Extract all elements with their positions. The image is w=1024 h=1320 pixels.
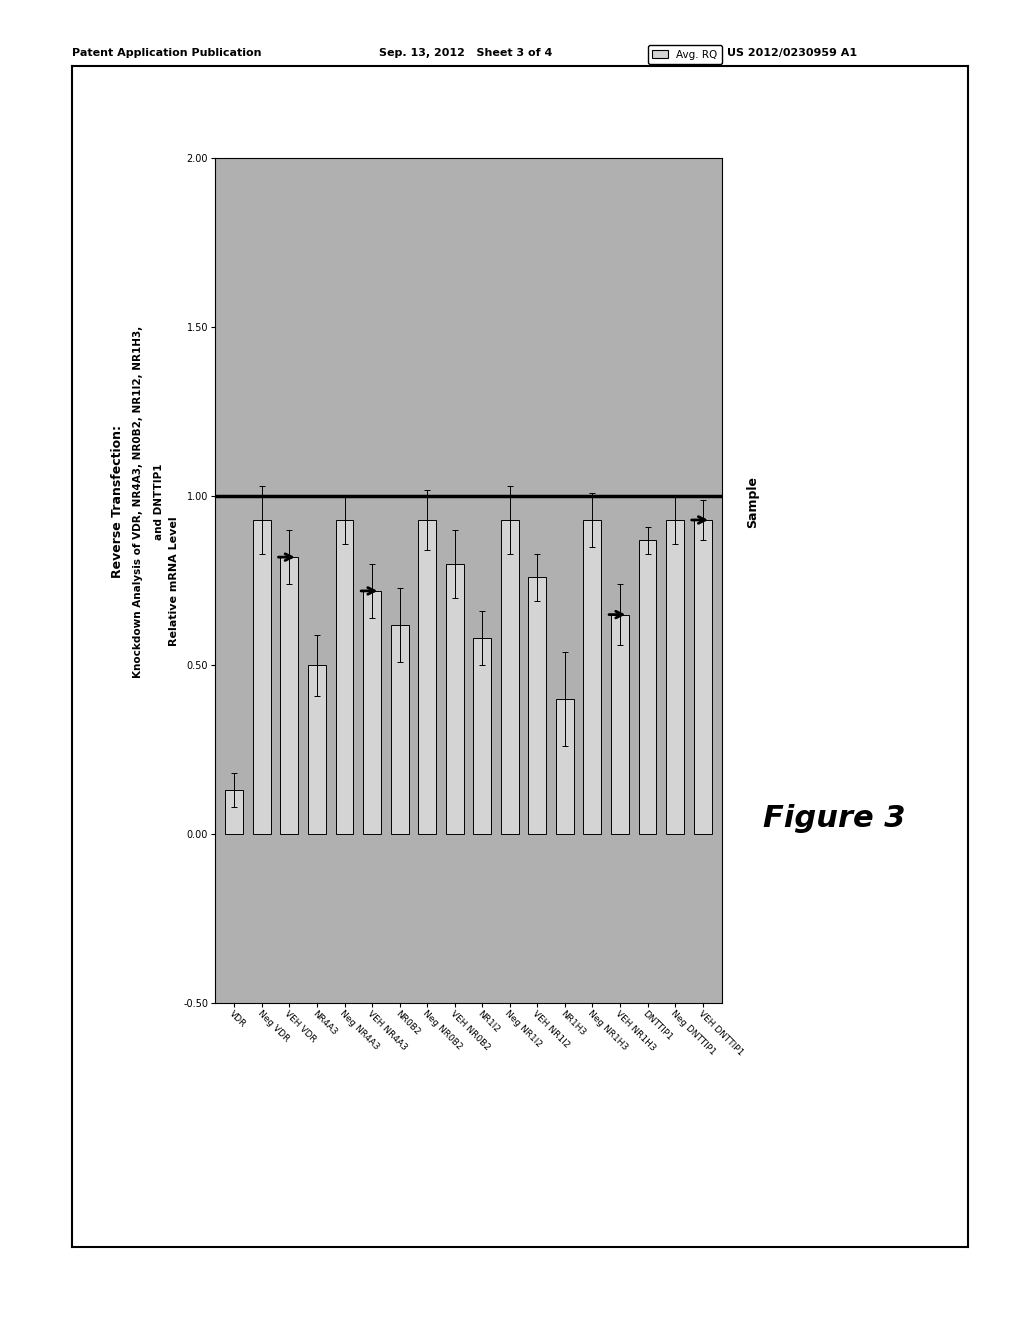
Bar <box>418 520 436 834</box>
Legend: Avg. RQ: Avg. RQ <box>648 45 722 63</box>
Text: Reverse Transfection:: Reverse Transfection: <box>112 425 124 578</box>
Bar <box>253 520 270 834</box>
Bar <box>308 665 326 834</box>
Bar <box>281 557 298 834</box>
Text: Sep. 13, 2012   Sheet 3 of 4: Sep. 13, 2012 Sheet 3 of 4 <box>379 48 552 58</box>
Bar <box>584 520 601 834</box>
Text: Figure 3: Figure 3 <box>763 804 906 833</box>
Text: and DNTTIP1: and DNTTIP1 <box>154 463 164 540</box>
Bar <box>445 564 464 834</box>
Y-axis label: Relative mRNA Level: Relative mRNA Level <box>169 516 179 645</box>
Bar <box>473 639 492 834</box>
Text: Knockdown Analysis of VDR, NR4A3, NR0B2, NR1I2, NR1H3,: Knockdown Analysis of VDR, NR4A3, NR0B2,… <box>133 326 143 677</box>
Bar <box>528 577 546 834</box>
Bar <box>693 520 712 834</box>
Bar <box>225 791 244 834</box>
Bar <box>501 520 519 834</box>
Text: Sample: Sample <box>746 475 759 528</box>
Bar <box>391 624 409 834</box>
Bar <box>364 591 381 834</box>
Text: US 2012/0230959 A1: US 2012/0230959 A1 <box>727 48 857 58</box>
Bar <box>556 700 573 834</box>
Text: Patent Application Publication: Patent Application Publication <box>72 48 261 58</box>
Bar <box>639 540 656 834</box>
Bar <box>667 520 684 834</box>
Bar <box>611 615 629 834</box>
Bar <box>336 520 353 834</box>
